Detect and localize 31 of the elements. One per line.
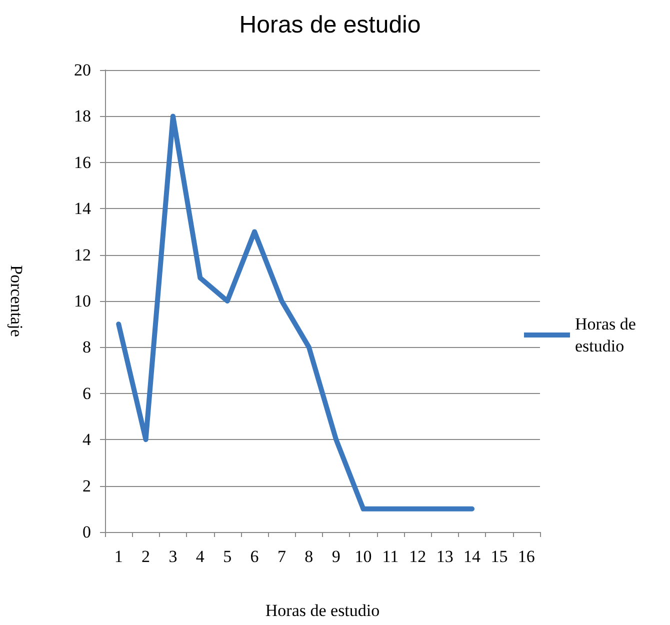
y-tick-label: 16 (74, 152, 91, 172)
x-tick-label: 2 (142, 547, 150, 566)
y-tick-label: 4 (82, 430, 92, 450)
x-tick-label: 11 (382, 547, 399, 566)
y-tick-label: 10 (74, 292, 91, 310)
y-tick-label: 14 (74, 199, 92, 218)
y-tick-label: 0 (82, 522, 91, 542)
y-tick-label: 20 (74, 60, 91, 80)
x-tick-label: 4 (196, 547, 205, 566)
x-tick-label: 12 (409, 547, 426, 566)
legend-label: Horas de estudio (575, 314, 640, 356)
chart-title: Horas de estudio (239, 12, 421, 38)
y-tick-label: 6 (82, 384, 91, 403)
y-tick-label: 2 (82, 476, 91, 496)
y-axis-title: Porcentaje (7, 265, 26, 337)
x-tick-label: 13 (436, 547, 454, 566)
x-tick-label: 10 (354, 547, 372, 566)
x-tick-label: 15 (490, 547, 508, 566)
x-tick-label: 8 (304, 547, 314, 566)
y-tick-label: 18 (74, 106, 91, 126)
x-tick-label: 7 (277, 547, 286, 566)
y-tick-label: 8 (82, 338, 91, 357)
x-tick-label: 5 (223, 547, 232, 566)
y-tick-label: 12 (74, 245, 91, 264)
x-tick-label: 3 (168, 547, 178, 566)
x-tick-label: 16 (518, 547, 535, 566)
x-tick-label: 1 (114, 547, 123, 566)
x-tick-label: 14 (464, 547, 482, 566)
x-axis-title: Horas de estudio (265, 601, 380, 620)
x-tick-label: 9 (332, 547, 340, 566)
x-tick-label: 6 (250, 547, 259, 566)
